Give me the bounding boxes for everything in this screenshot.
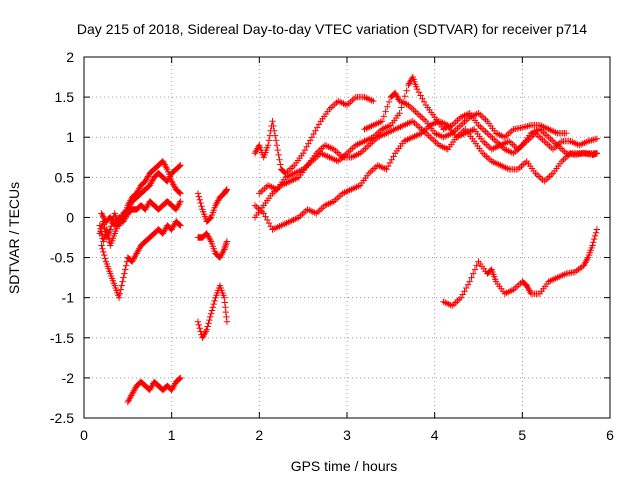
data-point-markers <box>98 218 184 301</box>
series-track-6 <box>194 186 231 225</box>
series-track-3 <box>98 218 184 301</box>
data-point-markers <box>251 118 600 233</box>
data-point-markers <box>194 186 231 225</box>
data-points <box>96 73 600 406</box>
data-point-markers <box>96 162 184 249</box>
series-track-9 <box>251 93 377 177</box>
y-tick-labels: -2.5 -2 -1.5 -1 -0.5 0 0.5 1 1.5 2 <box>50 49 74 426</box>
series-track-12 <box>256 73 600 197</box>
x-tick-label: 0 <box>80 427 88 443</box>
y-tick-label: -1.5 <box>50 330 74 346</box>
y-tick-label: -2 <box>62 370 75 386</box>
y-tick-label: 1 <box>66 129 74 145</box>
data-point-markers <box>440 226 600 309</box>
series-track-7 <box>194 230 231 261</box>
data-point-markers <box>251 93 377 177</box>
x-axis-label: GPS time / hours <box>291 458 398 474</box>
data-point-markers <box>194 230 231 261</box>
y-tick-label: 2 <box>66 49 74 65</box>
y-tick-label: 0 <box>66 209 74 225</box>
series-track-8 <box>194 282 231 341</box>
x-tick-label: 1 <box>168 427 176 443</box>
y-tick-label: -2.5 <box>50 410 74 426</box>
data-point-markers <box>98 198 184 229</box>
x-tick-label: 5 <box>518 427 526 443</box>
y-tick-label: -0.5 <box>50 250 74 266</box>
series-track-2 <box>96 162 184 249</box>
series-track-4 <box>98 198 184 229</box>
series-track-5 <box>124 374 184 406</box>
data-point-markers <box>194 282 231 341</box>
data-point-markers <box>251 118 600 221</box>
y-tick-label: 0.5 <box>55 169 75 185</box>
series-track-10 <box>251 118 600 221</box>
x-tick-label: 3 <box>343 427 351 443</box>
x-tick-labels: 0 1 2 3 4 5 6 <box>80 427 614 443</box>
chart-title: Day 215 of 2018, Sidereal Day-to-day VTE… <box>77 21 587 37</box>
x-tick-label: 2 <box>255 427 263 443</box>
x-tick-label: 4 <box>431 427 439 443</box>
series-track-11 <box>251 118 600 233</box>
data-point-markers <box>124 374 184 406</box>
y-tick-label: -1 <box>62 290 75 306</box>
y-tick-label: 1.5 <box>55 89 75 105</box>
x-tick-label: 6 <box>606 427 614 443</box>
tick-marks <box>83 56 611 419</box>
y-axis-label: SDTVAR / TECUs <box>6 182 22 294</box>
series-track-13 <box>361 89 570 141</box>
data-point-markers <box>361 89 570 141</box>
series-track-14 <box>440 226 600 309</box>
grid-lines <box>84 57 610 418</box>
data-point-markers <box>256 73 600 197</box>
